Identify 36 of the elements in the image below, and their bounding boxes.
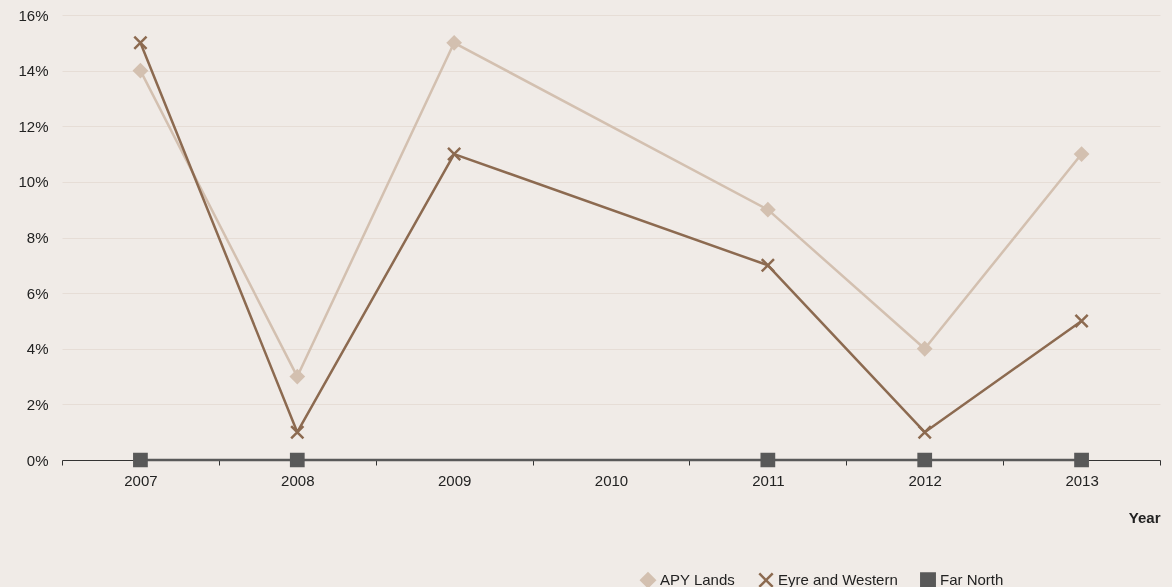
y-tick-label: 10% xyxy=(18,173,49,191)
x-tick-label: 2012 xyxy=(908,471,942,489)
point xyxy=(133,63,148,78)
point xyxy=(1074,313,1089,329)
point xyxy=(289,369,305,384)
y-tick-label: 4% xyxy=(26,340,49,358)
y-tick-label: 8% xyxy=(26,229,49,246)
y-tick-label: 2% xyxy=(26,395,49,413)
x-axis-title: Year xyxy=(1128,508,1161,526)
x-tick-label: 2008 xyxy=(281,471,315,489)
point xyxy=(760,452,776,468)
point xyxy=(917,452,933,468)
y-tick-label: 6% xyxy=(26,284,49,302)
x-tick-label: 2011 xyxy=(752,471,785,489)
legend-label: APY Lands xyxy=(660,571,735,587)
y-tick-label: 12% xyxy=(18,117,49,135)
point xyxy=(133,35,148,51)
x-tick-label: 2013 xyxy=(1065,471,1099,489)
point xyxy=(133,452,148,468)
x-tick-label: 2007 xyxy=(124,471,158,489)
y-tick-label: 0% xyxy=(26,451,49,469)
y-tick-label: 16% xyxy=(18,6,49,24)
point xyxy=(446,35,462,51)
point xyxy=(1074,452,1089,468)
point xyxy=(289,452,305,468)
point xyxy=(917,424,933,440)
point xyxy=(760,257,776,273)
x-tick-label: 2009 xyxy=(437,471,472,489)
point xyxy=(446,146,462,162)
y-tick-label: 14% xyxy=(18,62,49,80)
point xyxy=(289,424,305,440)
point xyxy=(760,202,776,218)
point xyxy=(1074,146,1089,162)
x-tick-label: 2010 xyxy=(594,471,629,489)
point xyxy=(917,341,933,357)
legend-label: Far North xyxy=(940,571,1004,587)
